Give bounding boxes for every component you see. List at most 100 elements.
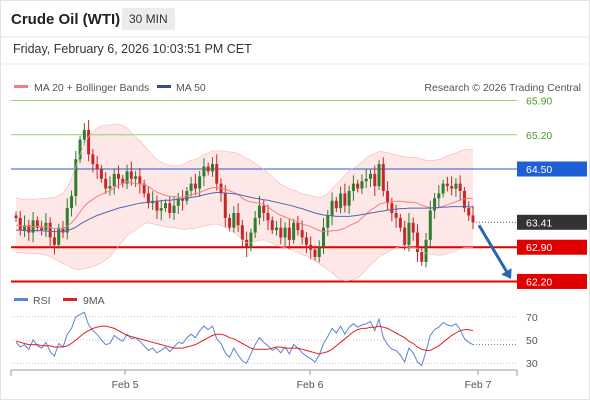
candle-down: [223, 193, 227, 218]
candle-down: [245, 239, 249, 248]
candle-down: [117, 173, 121, 179]
x-axis-tick-label: Feb 6: [297, 379, 324, 391]
candle-down: [155, 200, 159, 211]
resistance-label: 65.90: [526, 96, 552, 108]
candle-down: [215, 164, 219, 184]
candle-down: [146, 193, 150, 204]
candle-down: [61, 227, 65, 233]
candle-down: [420, 252, 424, 262]
ma9-swatch: [63, 298, 77, 301]
candle-down: [99, 169, 103, 179]
candle-up: [134, 176, 138, 179]
bollinger-lower: [15, 222, 474, 282]
candle-down: [138, 176, 142, 184]
candle-up: [330, 200, 334, 216]
candle-up: [78, 139, 82, 160]
rsi-tick-label: 30: [526, 358, 538, 370]
candle-down: [390, 203, 394, 213]
candle-down: [181, 198, 185, 201]
candle-down: [334, 200, 338, 209]
candle-down: [121, 178, 125, 184]
candle-up: [275, 227, 279, 231]
candle-up: [125, 171, 129, 184]
candle-up: [176, 198, 180, 206]
x-axis-tick-label: Feb 7: [465, 379, 492, 391]
x-axis: Feb 5 Feb 6 Feb 7: [10, 369, 518, 391]
bollinger-upper: [15, 123, 474, 200]
candle-down: [142, 183, 146, 194]
candle-up: [360, 181, 364, 189]
candle-down: [91, 154, 95, 165]
candle-up: [74, 159, 78, 196]
candle-up: [292, 222, 296, 240]
candle-down: [373, 173, 377, 187]
rsi-chart: 70 50 30: [11, 311, 538, 370]
candle-up: [351, 183, 355, 191]
ma50-line: [16, 192, 474, 233]
candle-up: [364, 178, 368, 182]
candle-down: [309, 244, 313, 250]
candle-down: [458, 183, 462, 191]
candle-down: [450, 186, 454, 189]
candle-down: [27, 225, 31, 233]
rsi-tick-label: 50: [526, 335, 538, 347]
candle-down: [381, 164, 385, 191]
forecast-arrow-head: [501, 268, 512, 279]
timeframe-badge[interactable]: 30 MIN: [122, 8, 175, 30]
ma20-line: [15, 181, 474, 233]
candle-down: [52, 237, 56, 245]
candle-up: [108, 186, 112, 189]
credit-text: Research © 2026 Trading Central: [424, 82, 581, 94]
candle-up: [172, 205, 176, 213]
ma50-legend-label: MA 50: [176, 82, 206, 94]
support-tag: [517, 273, 587, 289]
candle-down: [40, 227, 44, 231]
candle-up: [198, 176, 202, 189]
candle-down: [313, 249, 317, 257]
candle-down: [462, 191, 466, 209]
candle-up: [326, 215, 330, 228]
ma50-swatch: [157, 85, 171, 88]
bollinger-legend-label: MA 20 + Bollinger Bands: [34, 82, 149, 94]
pivot-tag: [517, 161, 587, 177]
candle-up: [189, 183, 193, 191]
main-legend: MA 20 + Bollinger Bands MA 50 Research ©…: [14, 82, 581, 94]
candle-down: [386, 191, 390, 204]
candle-up: [232, 213, 236, 228]
candle-up: [57, 227, 61, 245]
last-price-label: 63.41: [526, 217, 552, 229]
candle-down: [104, 178, 108, 189]
candle-up: [163, 203, 167, 209]
x-axis-tick-label: Feb 5: [112, 379, 139, 391]
candle-up: [202, 166, 206, 177]
candle-up: [283, 227, 287, 238]
candle-up: [112, 173, 116, 187]
last-price-tag: [517, 214, 587, 230]
candle-down: [279, 227, 283, 238]
candle-up: [428, 210, 432, 240]
candle-up: [368, 173, 372, 179]
timestamp: Friday, February 6, 2026 10:03:51 PM CET: [13, 42, 252, 56]
candle-up: [70, 195, 74, 209]
candle-down: [14, 215, 18, 218]
bollinger-band-fill: [16, 124, 473, 281]
candle-up: [257, 205, 261, 218]
candle-up: [23, 225, 27, 231]
candle-down: [48, 222, 52, 238]
candle-up: [339, 193, 343, 209]
resistance-label: 65.20: [526, 130, 552, 142]
candle-down: [35, 220, 39, 228]
candle-up: [317, 247, 321, 257]
support-tag: [517, 239, 587, 255]
rsi-swatch: [14, 298, 28, 301]
candle-up: [437, 193, 441, 199]
candle-down: [18, 217, 22, 231]
candle-down: [240, 225, 244, 240]
price-chart: 65.90 65.20 64.50 62.90 62.20 63.41: [11, 96, 587, 289]
candle-down: [193, 183, 197, 189]
candle-up: [377, 164, 381, 187]
candle-up: [159, 208, 163, 211]
candle-down: [394, 213, 398, 218]
